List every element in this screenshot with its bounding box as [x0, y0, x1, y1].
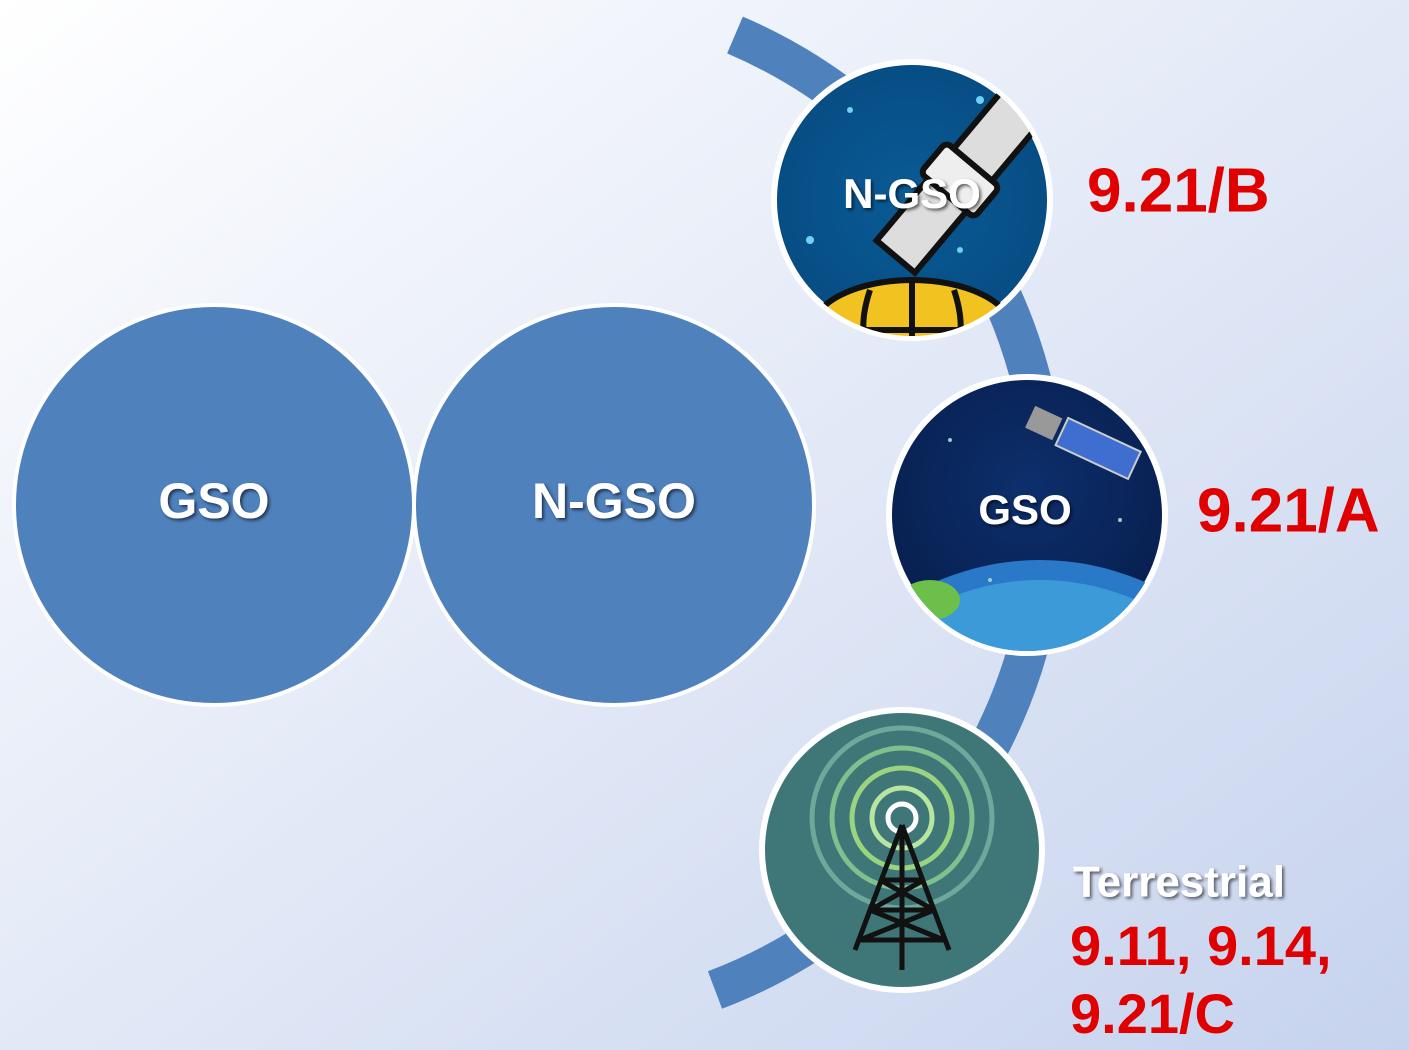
slide: GSO N-GSO N-GSO GSO: [0, 0, 1409, 1050]
provision: 9.21/B: [1087, 156, 1270, 225]
circle-label: N-GSO: [532, 473, 696, 529]
node-label: N-GSO: [843, 170, 981, 217]
terrestrial-image: [762, 710, 1042, 990]
caption: Terrestrial: [1073, 858, 1285, 907]
provision: 9.21/A: [1197, 476, 1380, 545]
provision: 9.11, 9.14,: [1070, 914, 1332, 977]
provision: 9.21/C: [1070, 982, 1235, 1045]
circle-label: GSO: [158, 473, 269, 529]
node-label: GSO: [978, 486, 1071, 533]
